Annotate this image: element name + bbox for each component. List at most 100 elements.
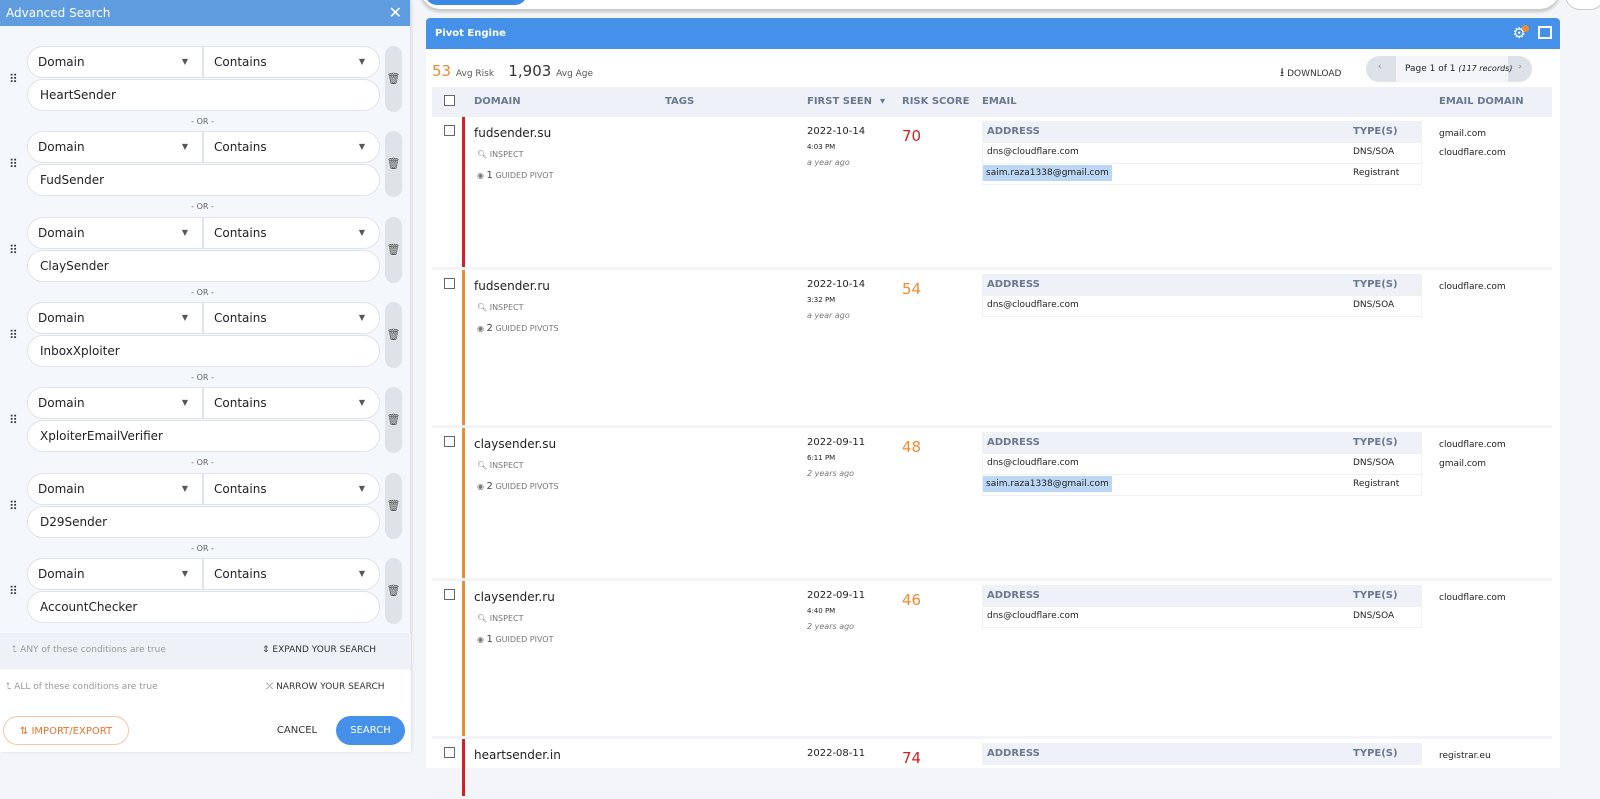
email-domain[interactable]: cloudflare.com: [1439, 593, 1506, 603]
operator-select[interactable]: Contains ▼: [203, 472, 380, 505]
operator-select[interactable]: Contains ▼: [203, 46, 380, 78]
email-address[interactable]: dns@cloudflare.com: [987, 147, 1079, 157]
delete-condition-button[interactable]: 🗑: [385, 557, 402, 624]
drag-handle-icon[interactable]: ⠿: [9, 327, 18, 342]
email-address[interactable]: dns@cloudflare.com: [987, 458, 1079, 468]
field-select[interactable]: Domain ▼: [27, 46, 203, 78]
drag-handle-icon[interactable]: ⠿: [9, 157, 18, 172]
delete-condition-button[interactable]: 🗑: [385, 46, 402, 112]
email-domain[interactable]: gmail.com: [1439, 459, 1487, 469]
risk-score: 70: [902, 127, 922, 145]
gear-icon[interactable]: ⚙: [1512, 24, 1526, 42]
condition-value-input[interactable]: AccountChecker: [27, 590, 380, 623]
field-select[interactable]: Domain ▼: [27, 301, 203, 334]
email-domain[interactable]: cloudflare.com: [1439, 282, 1506, 292]
expand-icon[interactable]: [1538, 26, 1552, 39]
delete-condition-button[interactable]: 🗑: [385, 387, 402, 454]
cancel-button[interactable]: CANCEL: [276, 725, 318, 736]
chevron-down-icon: ▼: [181, 57, 188, 66]
inspect-button[interactable]: 🔍︎ INSPECT: [477, 461, 524, 470]
condition-row: ⠿ Domain ▼ Contains ▼ AccountChecker 🗑: [0, 557, 411, 624]
email-address[interactable]: dns@cloudflare.com: [987, 611, 1079, 621]
operator-select[interactable]: Contains ▼: [203, 131, 380, 164]
email-domain[interactable]: gmail.com: [1439, 129, 1487, 139]
condition-value-input[interactable]: FudSender: [27, 164, 380, 197]
condition-value-input[interactable]: ClaySender: [27, 249, 380, 282]
field-select[interactable]: Domain ▼: [27, 131, 203, 164]
delete-condition-button[interactable]: 🗑: [385, 472, 402, 539]
row-checkbox[interactable]: [444, 747, 455, 758]
field-select[interactable]: Domain ▼: [27, 472, 203, 505]
search-submit-button[interactable]: [425, 0, 527, 5]
download-button[interactable]: ⭳ DOWNLOAD: [1280, 65, 1342, 79]
drag-handle-icon[interactable]: ⠿: [9, 413, 18, 428]
field-select[interactable]: Domain ▼: [27, 387, 203, 420]
prev-page-button[interactable]: ‹: [1378, 62, 1382, 72]
operator-select[interactable]: Contains ▼: [203, 301, 380, 334]
email-row: dns@cloudflare.com DNS/SOA: [983, 453, 1421, 474]
search-bar[interactable]: [420, 0, 1560, 10]
email-address[interactable]: dns@cloudflare.com: [987, 300, 1079, 310]
inspect-button[interactable]: 🔍︎ INSPECT: [477, 614, 524, 623]
column-email-domain[interactable]: EMAIL DOMAIN: [1439, 96, 1524, 107]
guided-pivot-button[interactable]: ◉ 2 GUIDED PIVOTS: [477, 323, 559, 334]
condition-row: ⠿ Domain ▼ Contains ▼ D29Sender 🗑: [0, 472, 411, 539]
risk-score: 54: [902, 280, 922, 298]
column-risk-score[interactable]: RISK SCORE: [902, 96, 970, 107]
guided-pivot-button[interactable]: ◉ 1 GUIDED PIVOT: [477, 634, 554, 645]
column-first-seen[interactable]: FIRST SEEN: [807, 96, 872, 107]
drag-handle-icon[interactable]: ⠿: [9, 498, 18, 513]
search-button[interactable]: SEARCH: [336, 716, 405, 745]
condition-value-input[interactable]: HeartSender: [27, 79, 380, 111]
row-checkbox[interactable]: [444, 589, 455, 600]
import-export-button[interactable]: ⇅ IMPORT/EXPORT: [3, 716, 129, 745]
drag-handle-icon[interactable]: ⠿: [9, 242, 18, 257]
domain-name[interactable]: fudsender.ru: [474, 279, 550, 293]
address-header: ADDRESS: [987, 590, 1040, 601]
row-checkbox[interactable]: [444, 436, 455, 447]
select-all-checkbox[interactable]: [444, 95, 455, 106]
operator-select[interactable]: Contains ▼: [203, 557, 380, 590]
first-seen-date: 2022-09-11: [807, 590, 866, 601]
delete-condition-button[interactable]: 🗑: [385, 131, 402, 198]
row-checkbox[interactable]: [444, 278, 455, 289]
next-page-button[interactable]: ›: [1518, 62, 1522, 72]
field-select[interactable]: Domain ▼: [27, 216, 203, 249]
row-checkbox[interactable]: [444, 125, 455, 136]
expand-search-button[interactable]: ⇕ EXPAND YOUR SEARCH: [262, 645, 376, 655]
email-address[interactable]: saim.raza1338@gmail.com: [983, 476, 1112, 492]
delete-condition-button[interactable]: 🗑: [385, 301, 402, 368]
top-right-button[interactable]: [1565, 0, 1600, 10]
condition-value-input[interactable]: InboxXploiter: [27, 334, 380, 367]
email-domain[interactable]: cloudflare.com: [1439, 440, 1506, 450]
chevron-down-icon: ▼: [358, 568, 365, 578]
inspect-button[interactable]: 🔍︎ INSPECT: [477, 303, 524, 312]
page-indicator: Page 1 of 1 (117 records): [1396, 56, 1512, 82]
inspect-button[interactable]: 🔍︎ INSPECT: [477, 150, 524, 159]
condition-value-input[interactable]: XploiterEmailVerifier: [27, 420, 380, 453]
drag-handle-icon[interactable]: ⠿: [9, 583, 18, 598]
domain-name[interactable]: claysender.su: [474, 437, 557, 451]
risk-score: 48: [902, 438, 922, 456]
column-email[interactable]: EMAIL: [982, 96, 1017, 107]
email-domain[interactable]: cloudflare.com: [1439, 148, 1506, 158]
condition-row: ⠿ Domain ▼ Contains ▼ FudSender 🗑: [0, 131, 411, 198]
sort-desc-icon[interactable]: ▾: [880, 96, 886, 107]
email-address[interactable]: saim.raza1338@gmail.com: [983, 165, 1112, 181]
condition-value-input[interactable]: D29Sender: [27, 505, 380, 538]
column-tags[interactable]: TAGS: [665, 96, 695, 107]
operator-select[interactable]: Contains ▼: [203, 216, 380, 249]
field-select[interactable]: Domain ▼: [27, 557, 203, 590]
domain-name[interactable]: fudsender.su: [474, 126, 552, 140]
close-icon[interactable]: ✕: [388, 3, 402, 22]
domain-name[interactable]: claysender.ru: [474, 590, 555, 604]
email-domain[interactable]: registrar.eu: [1439, 751, 1491, 761]
narrow-search-button[interactable]: ⤫ NARROW YOUR SEARCH: [266, 682, 385, 692]
guided-pivot-button[interactable]: ◉ 1 GUIDED PIVOT: [477, 170, 554, 181]
delete-condition-button[interactable]: 🗑: [385, 216, 402, 283]
operator-select[interactable]: Contains ▼: [203, 387, 380, 420]
column-domain[interactable]: DOMAIN: [474, 96, 521, 107]
domain-name[interactable]: heartsender.in: [474, 748, 561, 762]
guided-pivot-button[interactable]: ◉ 2 GUIDED PIVOTS: [477, 481, 559, 492]
drag-handle-icon[interactable]: ⠿: [9, 72, 18, 86]
